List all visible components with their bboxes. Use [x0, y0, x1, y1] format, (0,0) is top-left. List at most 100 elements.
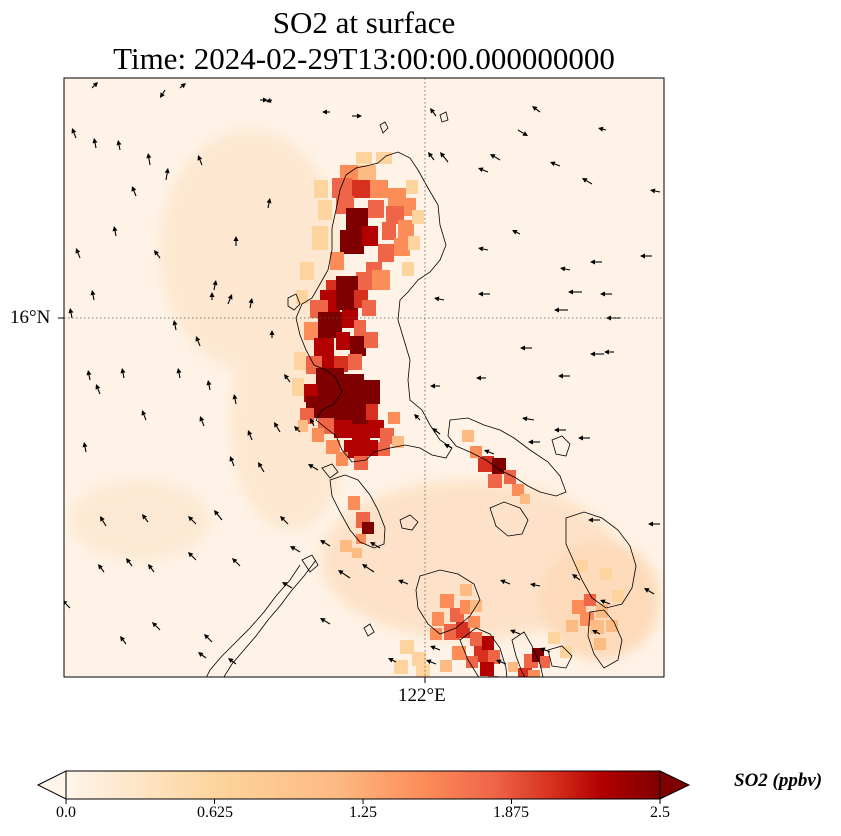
so2-cell — [362, 300, 376, 316]
wind-arrow — [500, 579, 511, 585]
so2-cell — [416, 664, 430, 677]
coastline-luzon — [295, 151, 453, 463]
colorbar-ramp — [66, 771, 660, 799]
coastline-island — [379, 121, 389, 134]
so2-cell — [392, 436, 404, 448]
wind-arrow — [430, 645, 441, 651]
wind-arrow — [229, 456, 235, 467]
so2-cell — [312, 428, 324, 442]
so2-cell — [292, 378, 304, 396]
so2-cell — [488, 474, 502, 488]
wind-arrow — [258, 462, 265, 473]
so2-cell — [336, 332, 350, 350]
so2-cell — [304, 322, 318, 340]
colorbar-extend-min — [36, 770, 67, 800]
wind-arrow — [116, 140, 122, 151]
wind-arrow — [426, 659, 437, 665]
so2-cell — [394, 238, 410, 256]
wind-arrow — [98, 564, 105, 573]
wind-arrow — [266, 198, 272, 209]
wind-arrow — [142, 514, 149, 523]
so2-cell — [336, 276, 358, 310]
wind-arrow — [490, 154, 501, 161]
so2-cell — [354, 456, 368, 470]
wind-arrow — [558, 373, 570, 379]
so2-cell — [350, 336, 366, 356]
wind-arrow — [91, 82, 98, 89]
wind-arrow — [604, 349, 614, 355]
wind-arrow — [82, 442, 88, 453]
wind-arrow — [532, 106, 541, 113]
so2-cell — [362, 226, 378, 246]
wind-arrow — [64, 600, 71, 609]
so2-cell — [452, 646, 466, 660]
wind-arrow — [554, 307, 568, 313]
wind-arrow — [308, 464, 319, 471]
wind-arrow — [362, 564, 375, 573]
wind-arrow — [550, 161, 561, 167]
wind-arrow — [440, 152, 449, 163]
so2-cell — [362, 522, 374, 534]
wind-arrow — [370, 542, 381, 549]
so2-cell — [352, 180, 370, 198]
so2-cell — [348, 496, 360, 510]
wind-arrow — [228, 658, 237, 665]
colorbar-tick-label: 1.875 — [493, 804, 529, 821]
wind-arrow — [188, 552, 197, 561]
wind-arrow — [148, 564, 155, 573]
wind-arrow — [68, 308, 74, 319]
wind-arrow — [568, 289, 582, 295]
wind-arrow — [75, 248, 81, 259]
wind-arrow — [590, 351, 604, 357]
coastline-marinduque — [399, 514, 419, 531]
colorbar-tick-label: 1.25 — [349, 804, 377, 821]
wind-arrow — [640, 253, 652, 259]
so2-cell — [348, 354, 362, 370]
wind-arrow — [478, 167, 489, 173]
so2-haze — [70, 130, 660, 660]
lon-tick-label: 122°E — [398, 685, 446, 706]
so2-cell — [478, 456, 494, 472]
wind-vectors — [64, 82, 661, 665]
wind-arrow — [352, 113, 362, 119]
so2-cell — [344, 440, 362, 458]
coastline-island — [439, 111, 449, 123]
so2-cell — [388, 412, 400, 424]
wind-arrow — [644, 588, 655, 595]
wind-arrow — [530, 582, 541, 588]
so2-cell — [398, 220, 414, 238]
wind-arrow — [280, 516, 289, 525]
wind-arrow — [517, 129, 528, 136]
wind-arrow — [199, 416, 205, 427]
colorbar-tick-label: 2.5 — [650, 804, 670, 821]
wind-arrow — [266, 98, 273, 103]
wind-arrow — [522, 416, 535, 422]
wind-arrow — [496, 659, 507, 665]
so2-cell — [368, 200, 384, 218]
wind-arrow — [95, 384, 101, 395]
so2-cell — [520, 494, 530, 504]
so2-cell — [600, 568, 612, 580]
so2-cell — [372, 270, 390, 290]
so2-cell — [466, 656, 478, 668]
coastline-negros — [459, 627, 508, 677]
so2-cell — [336, 452, 348, 466]
wind-arrow — [154, 250, 161, 259]
so2-cell — [440, 660, 452, 672]
so2-cell — [440, 594, 454, 608]
so2-cell — [576, 560, 588, 572]
wind-arrow — [388, 658, 397, 663]
wind-arrow — [578, 435, 590, 441]
so2-cell — [352, 548, 362, 558]
so2-cell — [594, 638, 606, 650]
wind-arrow — [600, 599, 611, 605]
wind-arrow — [195, 336, 201, 347]
so2-cell — [430, 628, 442, 640]
so2-cell — [332, 178, 352, 198]
so2-cell — [330, 252, 344, 270]
wind-arrow — [432, 428, 441, 435]
so2-cell — [294, 352, 306, 370]
so2-cell — [606, 620, 618, 632]
so2-cell — [366, 404, 378, 420]
so2-cell — [362, 440, 378, 456]
